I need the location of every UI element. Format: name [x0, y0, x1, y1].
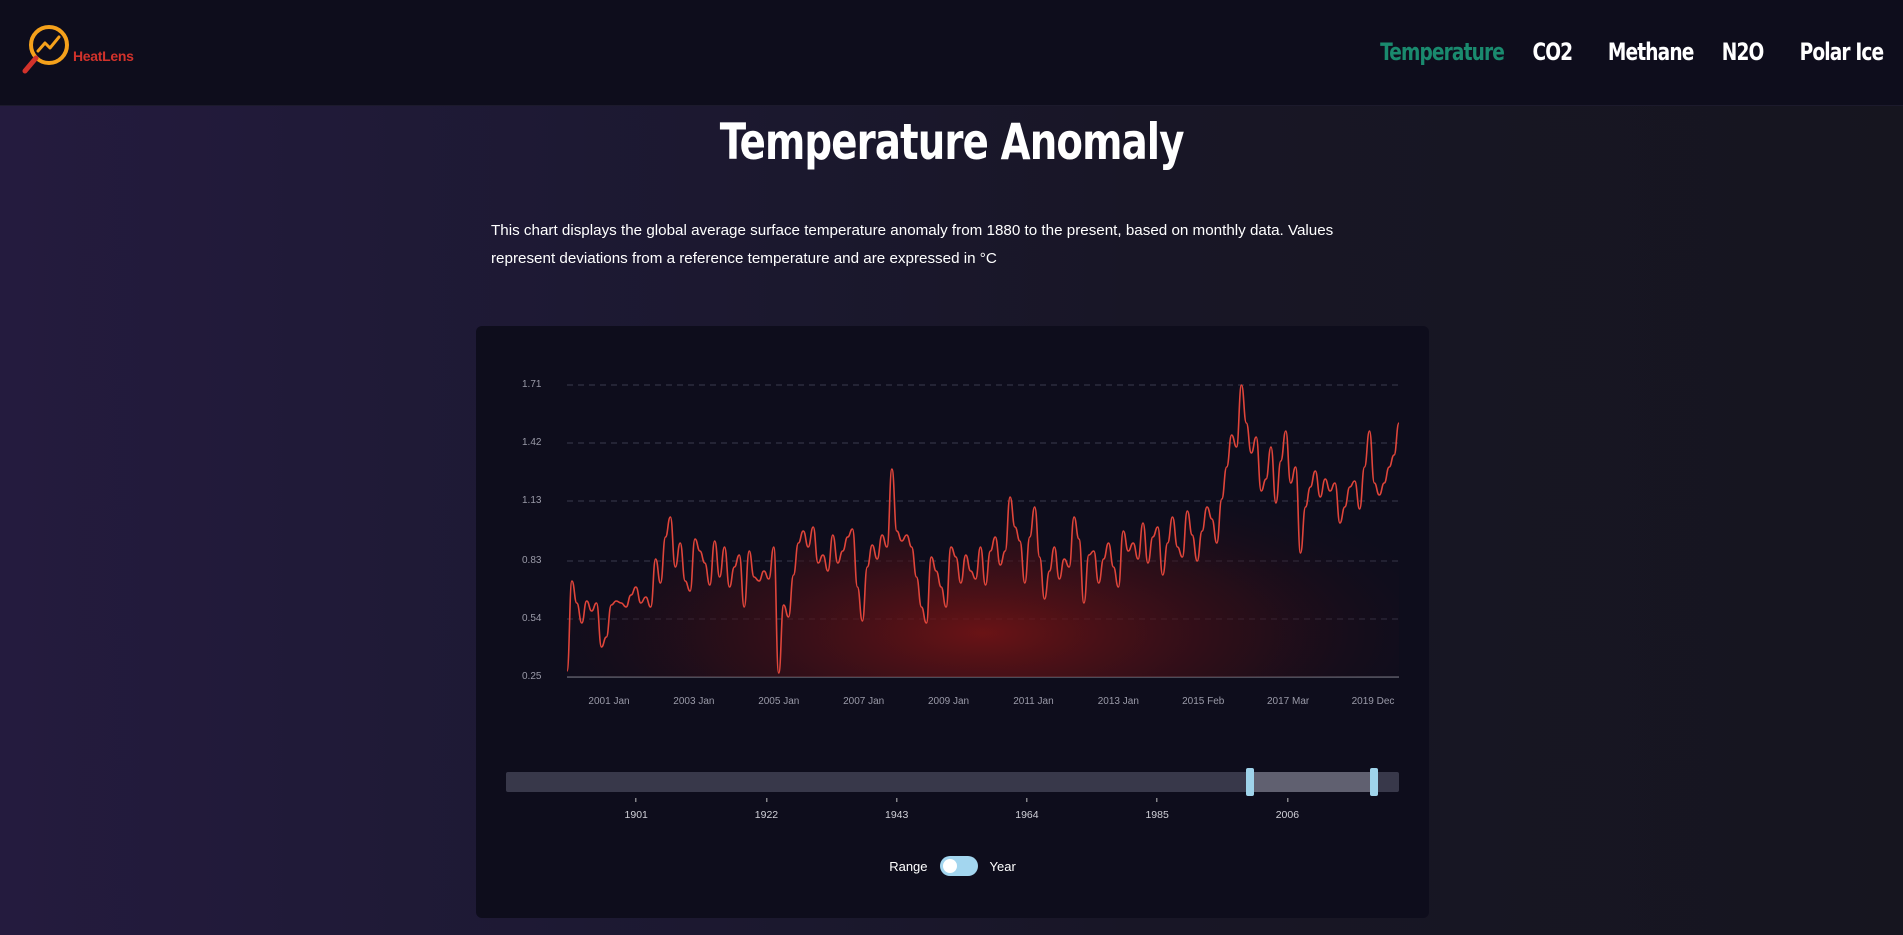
view-toggle-row: Range Year — [476, 856, 1429, 876]
page-title-text: Temperature Anomaly — [719, 113, 1185, 171]
y-tick-label: 0.54 — [522, 613, 542, 624]
y-tick-label: 0.25 — [522, 671, 542, 682]
x-tick-label: 2003 Jan — [673, 696, 714, 707]
nav-item-n2o[interactable]: N2O — [1722, 38, 1765, 66]
chart-card: 0.25 0.54 0.83 1.13 1.42 1.71 2001 Jan 2003 Ja… — [476, 326, 1429, 918]
range-slider-tick-label: 1922 — [755, 798, 778, 821]
x-tick-label: 2017 Mar — [1267, 696, 1310, 707]
range-slider-tick-label: 1901 — [625, 798, 648, 821]
nav-item-co2[interactable]: CO2 — [1532, 38, 1573, 66]
range-slider-tick-label: 2006 — [1276, 798, 1299, 821]
range-slider-selection[interactable] — [1250, 772, 1375, 792]
y-tick-label: 0.83 — [522, 555, 542, 566]
magnifier-chart-icon — [22, 25, 69, 74]
toggle-label-range: Range — [889, 858, 928, 874]
x-tick-label: 2013 Jan — [1098, 696, 1139, 707]
series-area-fill — [567, 385, 1399, 677]
nav-item-temperature[interactable]: Temperature — [1379, 38, 1505, 66]
logo-text: HeatLens — [73, 48, 134, 64]
y-tick-label: 1.13 — [522, 495, 542, 506]
main-nav: Temperature CO2 Methane N2O Polar Ice — [1360, 38, 1884, 66]
x-tick-label: 2019 Dec — [1352, 696, 1395, 707]
range-year-toggle[interactable] — [939, 856, 978, 876]
range-slider-tick-label: 1964 — [1015, 798, 1038, 821]
logo[interactable]: HeatLens — [22, 24, 142, 78]
x-tick-label: 2007 Jan — [843, 696, 884, 707]
x-tick-label: 2001 Jan — [588, 696, 629, 707]
top-header: HeatLens Temperature CO2 Methane N2O Pol… — [0, 0, 1903, 106]
temperature-chart: 0.25 0.54 0.83 1.13 1.42 1.71 2001 Jan 2003 Ja… — [522, 379, 1400, 707]
range-slider-tick-label: 1985 — [1145, 798, 1168, 821]
toggle-label-year: Year — [989, 858, 1016, 874]
chart-description: This chart displays the global average s… — [491, 222, 1334, 267]
nav-item-methane[interactable]: Methane — [1607, 38, 1694, 66]
y-tick-label: 1.42 — [522, 437, 542, 448]
range-slider-track[interactable] — [506, 768, 1399, 796]
toggle-knob[interactable] — [942, 859, 957, 873]
series-line — [566, 384, 1400, 674]
y-tick-label: 1.71 — [522, 379, 542, 390]
x-tick-label: 2015 Feb — [1182, 696, 1225, 707]
page-title: Temperature Anomaly — [0, 113, 1903, 171]
range-slider-tick-label: 1943 — [885, 798, 908, 821]
nav-item-polar-ice[interactable]: Polar Ice — [1799, 38, 1884, 66]
x-tick-label: 2009 Jan — [928, 696, 969, 707]
range-slider-start-handle[interactable] — [1246, 768, 1255, 796]
x-tick-label: 2005 Jan — [758, 696, 799, 707]
x-tick-label: 2011 Jan — [1013, 696, 1053, 707]
range-slider-end-handle[interactable] — [1370, 768, 1379, 796]
